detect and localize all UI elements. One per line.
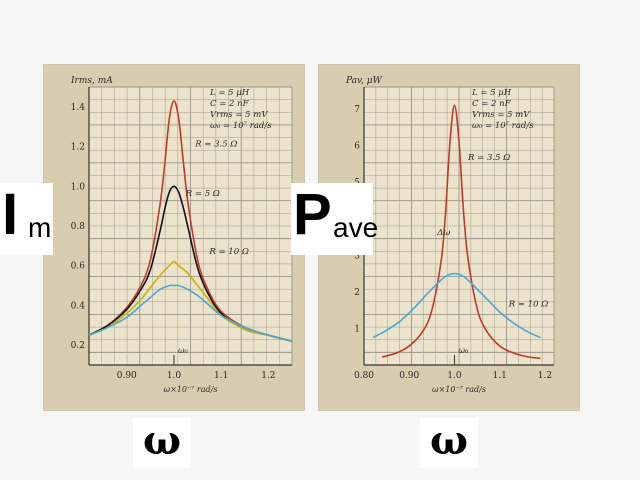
im-subscript: m	[28, 212, 52, 243]
x-tick-label: 1.1	[214, 371, 228, 381]
y-tick-label: 2	[354, 288, 360, 298]
omega-label-box-right	[420, 418, 478, 468]
annotation-r10: R = 10 Ω	[508, 299, 549, 309]
current-chart-panel: 0.90 1.0 1.1 1.2 0.2 0.4 0.6 0.8 1.0 1.2 1.4 ω×10⁻⁷…	[43, 64, 305, 411]
y-tick-label: 0.8	[71, 222, 86, 232]
y-tick-label: 0.6	[71, 262, 86, 272]
curve-yellow-curve	[88, 260, 293, 342]
x-tick-label: 1.0	[447, 371, 462, 381]
im-symbol: I	[2, 182, 19, 247]
y-axis-label: Irms, mA	[70, 76, 113, 86]
y-tick-label: 6	[354, 142, 360, 152]
annotation-delta-omega: Δω	[436, 228, 450, 238]
current-resonance-chart: 0.90 1.0 1.1 1.2 0.2 0.4 0.6 0.8 1.0 1.2 1.4 ω×10⁻⁷…	[70, 76, 293, 394]
power-resonance-chart: 0.800.901.01.11.21234567ω×10⁻⁷ rad/sPav,…	[345, 76, 555, 394]
x-tick-label: 0.90	[399, 371, 419, 381]
omega-label-left: ω	[142, 417, 182, 464]
im-label-box	[0, 183, 53, 255]
x-tick-label: 1.2	[538, 371, 552, 381]
y-tick-label: 1.0	[71, 182, 86, 192]
parameter-text: C = 2 nF	[210, 99, 250, 109]
annotation-r10: R = 10 Ω	[208, 247, 249, 257]
annotation-r5: R = 5 Ω	[185, 189, 220, 199]
x-tick-label: 1.0	[167, 371, 182, 381]
parameter-text: L = 5 μH	[471, 88, 512, 98]
parameter-text: Vrms = 5 mV	[210, 110, 268, 120]
omega0-label: ω₀	[178, 346, 189, 355]
y-tick-label: 1.4	[71, 103, 86, 113]
annotation-r35: R = 3.5 Ω	[194, 140, 237, 150]
annotation-r35: R = 3.5 Ω	[467, 153, 510, 163]
parameter-text: L = 5 μH	[209, 88, 250, 98]
y-axis-label: Pav, μW	[345, 76, 383, 86]
y-tick-label: 3	[354, 251, 360, 261]
curve-blue-curve	[88, 284, 293, 342]
x-axis-label: ω×10⁻⁷ rad/s	[164, 385, 218, 394]
x-tick-label: 1.1	[493, 371, 507, 381]
parameter-text: ω₀ = 10⁷ rad/s	[472, 121, 534, 131]
y-tick-label: 1	[354, 324, 360, 334]
pave-label-box	[291, 183, 373, 255]
x-tick-label: 0.90	[117, 371, 137, 381]
pave-symbol: P	[293, 182, 332, 247]
omega-label-box-left	[133, 418, 191, 468]
x-tick-label: 0.80	[354, 371, 374, 381]
parameter-text: ω₀ = 10⁷ rad/s	[210, 121, 272, 131]
parameter-text: Vrms = 5 mV	[472, 110, 530, 120]
y-tick-label: 0.4	[71, 301, 86, 311]
parameter-text: C = 2 nF	[472, 99, 512, 109]
y-tick-label: 0.2	[71, 341, 85, 351]
curve-black-curve	[88, 185, 293, 342]
x-tick-label: 1.2	[261, 371, 275, 381]
y-tick-label: 1.2	[71, 143, 85, 153]
omega-label-right: ω	[429, 417, 469, 464]
y-tick-label: 7	[354, 105, 360, 115]
curve-blue-curve	[372, 272, 541, 339]
omega0-label: ω₀	[458, 346, 469, 355]
curve-red-curve	[381, 104, 541, 360]
pave-subscript: ave	[333, 212, 379, 243]
curve-red-curve	[88, 100, 293, 342]
x-axis-label: ω×10⁻⁷ rad/s	[432, 385, 486, 394]
